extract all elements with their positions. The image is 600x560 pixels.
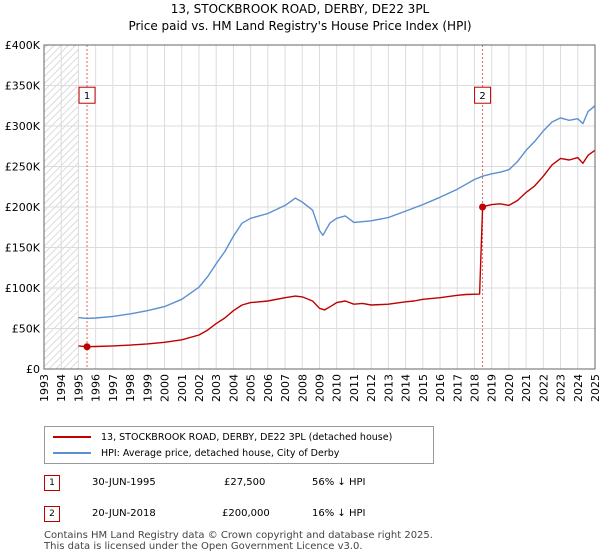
sale-marker-box: [474, 86, 492, 104]
x-tick-label: 2019: [486, 374, 499, 402]
sale-point: [479, 203, 487, 211]
x-tick-label: 2003: [210, 374, 223, 402]
x-tick-label: 2015: [417, 374, 430, 402]
x-tick-label: 2009: [314, 374, 327, 402]
x-tick-label: 2002: [193, 374, 206, 402]
transaction-hpi-diff: 16% ↓ HPI: [312, 508, 366, 519]
x-tick-label: 2023: [555, 374, 568, 402]
price-chart: 1 2 £0 £50K £100K £150K £200K £250K £300K £350K £…: [5, 39, 600, 402]
sale-marker-label: 2: [479, 91, 485, 102]
transaction-date: 20-JUN-2018: [92, 508, 156, 519]
transaction-number-badge: 1: [44, 475, 60, 491]
x-tick-label: 1997: [107, 374, 120, 402]
y-tick-label: £200K: [5, 201, 41, 214]
x-tick-label: 2020: [503, 374, 516, 402]
x-tick-label: 2011: [348, 374, 361, 402]
y-tick-label: £150K: [5, 242, 41, 255]
footer: Contains HM Land Registry data © Crown c…: [44, 530, 433, 552]
x-tick-label: 2006: [262, 374, 275, 402]
y-tick-label: £250K: [5, 161, 41, 174]
transaction-price: £200,000: [222, 508, 270, 519]
legend-swatch-property: [53, 436, 91, 438]
x-tick-label: 2013: [382, 374, 395, 402]
x-tick-label: 2014: [400, 374, 413, 402]
y-tick-label: £50K: [12, 323, 41, 336]
footer-copyright: Contains HM Land Registry data © Crown c…: [44, 530, 433, 541]
legend-item-hpi: HPI: Average price, detached house, City…: [45, 446, 339, 460]
x-tick-label: 2007: [279, 374, 292, 402]
transaction-date: 30-JUN-1995: [92, 477, 156, 488]
y-tick-label: £350K: [5, 80, 41, 93]
x-tick-label: 1993: [38, 374, 51, 402]
x-tick-label: 2004: [227, 374, 240, 402]
transaction-hpi-diff: 56% ↓ HPI: [312, 477, 366, 488]
x-tick-label: 1996: [90, 374, 103, 402]
sale-point: [83, 343, 91, 351]
x-tick-label: 2016: [434, 374, 447, 402]
x-tick-label: 2005: [245, 374, 258, 402]
chart-title-line-1: 13, STOCKBROOK ROAD, DERBY, DE22 3PL: [170, 2, 430, 16]
x-tick-label: 2008: [296, 374, 309, 402]
x-tick-label: 2022: [537, 374, 550, 402]
x-tick-label: 2025: [589, 374, 600, 402]
x-tick-label: 2021: [520, 374, 533, 402]
transaction-price: £27,500: [224, 477, 266, 488]
y-tick-label: £0: [26, 363, 40, 376]
transaction-number-badge: 2: [44, 506, 60, 522]
transaction-row: 2 20-JUN-2018 £200,000 16% ↓ HPI: [0, 506, 600, 522]
transaction-row: 1 30-JUN-1995 £27,500 56% ↓ HPI: [0, 475, 600, 491]
footer-licence: This data is licensed under the Open Gov…: [44, 541, 363, 552]
sale-marker-box: [78, 86, 96, 104]
legend-label-hpi: HPI: Average price, detached house, City…: [101, 447, 340, 459]
y-tick-label: £300K: [5, 120, 41, 133]
x-tick-label: 2012: [365, 374, 378, 402]
plot-frame: [43, 44, 596, 370]
series-line-hpi: [78, 105, 596, 320]
x-tick-label: 1999: [141, 374, 154, 402]
x-tick-label: 2017: [451, 374, 464, 402]
x-tick-label: 2024: [572, 374, 585, 402]
x-tick-label: 2010: [331, 374, 344, 402]
y-tick-label: £100K: [5, 282, 41, 295]
y-tick-label: £400K: [5, 39, 41, 52]
legend-label-property: 13, STOCKBROOK ROAD, DERBY, DE22 3PL (de…: [101, 431, 393, 443]
x-tick-label: 1998: [124, 374, 137, 402]
x-tick-label: 1995: [72, 374, 85, 402]
series-line-property: [78, 149, 596, 348]
legend: 13, STOCKBROOK ROAD, DERBY, DE22 3PL (de…: [44, 426, 434, 464]
chart-title-line-2: Price paid vs. HM Land Registry's House …: [128, 19, 472, 33]
x-tick-label: 2018: [468, 374, 481, 402]
legend-item-property: 13, STOCKBROOK ROAD, DERBY, DE22 3PL (de…: [45, 430, 392, 444]
x-tick-label: 1994: [55, 374, 68, 402]
legend-swatch-hpi: [53, 452, 91, 454]
x-tick-label: 2000: [159, 374, 172, 402]
x-tick-label: 2001: [176, 374, 189, 402]
sale-marker-label: 1: [84, 91, 90, 102]
